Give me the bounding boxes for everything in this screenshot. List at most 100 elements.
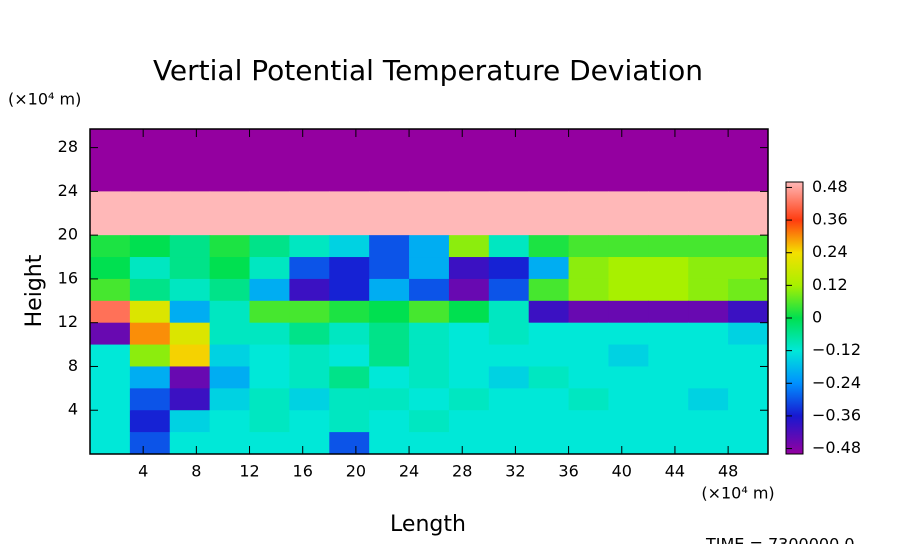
colorbar-tick-label: 0.36 [812, 210, 848, 229]
plot-frame [89, 128, 769, 455]
heatmap-cell [608, 235, 649, 258]
y-tick-label: 4 [68, 400, 78, 419]
heatmap-cell [129, 235, 171, 258]
heatmap-cell [728, 129, 768, 149]
heatmap-cell [209, 366, 251, 389]
heatmap-cell [369, 257, 410, 280]
heatmap-cell [329, 322, 370, 346]
heatmap-cell [728, 432, 768, 454]
heatmap-cell [289, 410, 330, 433]
colorbar-tick-label: −0.24 [812, 373, 861, 392]
heatmap-cell [249, 235, 291, 258]
heatmap-cell [90, 344, 131, 368]
heatmap-cell [448, 213, 490, 236]
heatmap-cell [129, 410, 171, 433]
heatmap-cell [169, 129, 211, 149]
x-tick-label: 8 [191, 462, 201, 481]
heatmap-cell [728, 191, 768, 214]
heatmap-cell [568, 322, 610, 346]
colorbar-tick-label: 0 [812, 308, 822, 327]
heatmap-cell [289, 366, 330, 389]
x-tick-label: 28 [452, 462, 472, 481]
heatmap-cell [448, 300, 490, 324]
heatmap-cell [568, 235, 610, 258]
heatmap-cell [568, 432, 610, 454]
heatmap-cell [369, 213, 410, 236]
heatmap-cell [608, 213, 649, 236]
x-tick-label: 20 [346, 462, 366, 481]
heatmap-cell [728, 366, 768, 389]
heatmap-cell [728, 344, 768, 368]
heatmap-cell [129, 213, 171, 236]
heatmap-cell [688, 147, 729, 171]
heatmap-cell [129, 257, 171, 280]
x-axis-label: Length [390, 512, 466, 537]
heatmap-cell [528, 322, 570, 346]
heatmap-cell [90, 300, 131, 324]
heatmap-cell [528, 169, 570, 192]
heatmap-cell [249, 432, 291, 454]
heatmap-cell [728, 300, 768, 324]
heatmap-cell [409, 344, 450, 368]
heatmap-cell [209, 169, 251, 192]
heatmap-cell [648, 213, 689, 236]
colorbar-tick-label: 0.24 [812, 242, 848, 261]
heatmap-cell [568, 278, 610, 302]
heatmap-cell [90, 432, 131, 454]
heatmap-cell [409, 147, 450, 171]
heatmap-cell [90, 366, 131, 389]
heatmap-cell [369, 322, 410, 346]
heatmap-cell [369, 432, 410, 454]
heatmap-cell [169, 322, 211, 346]
heatmap-cell [289, 169, 330, 192]
heatmap-cell [488, 366, 530, 389]
heatmap-cell [129, 344, 171, 368]
time-annotation: TIME = 7300000.0 [705, 535, 855, 544]
heatmap-cell [488, 147, 530, 171]
heatmap-cell [209, 129, 251, 149]
heatmap-cell [488, 410, 530, 433]
heatmap-cell [608, 344, 649, 368]
heatmap-cell [289, 191, 330, 214]
heatmap-cell [369, 366, 410, 389]
heatmap-cell [568, 191, 610, 214]
heatmap-cell [688, 410, 729, 433]
heatmap-cell [169, 410, 211, 433]
heatmap-cell [528, 257, 570, 280]
heatmap-cell [528, 129, 570, 149]
heatmap-cell [209, 410, 251, 433]
heatmap-cell [129, 366, 171, 389]
heatmap-cell [169, 169, 211, 192]
heatmap-cell [409, 213, 450, 236]
heatmap-cell [129, 191, 171, 214]
heatmap-cell [448, 257, 490, 280]
heatmap-cell [688, 213, 729, 236]
x-tick-label: 44 [665, 462, 685, 481]
heatmap-cell [369, 129, 410, 149]
heatmap-cell [369, 147, 410, 171]
y-tick-label: 20 [58, 225, 78, 244]
x-tick-label: 16 [293, 462, 313, 481]
heatmap-cell [129, 147, 171, 171]
heatmap-cell [728, 410, 768, 433]
heatmap-cell [688, 191, 729, 214]
heatmap-cell [448, 129, 490, 149]
heatmap-cell [90, 213, 131, 236]
heatmap-cell [528, 213, 570, 236]
heatmap-cell [329, 344, 370, 368]
y-axis-label: Height [22, 254, 47, 327]
heatmap-cell [329, 366, 370, 389]
heatmap-cell [728, 169, 768, 192]
heatmap-cell [528, 344, 570, 368]
heatmap-cell [488, 432, 530, 454]
heatmap-cell [648, 300, 689, 324]
heatmap-cell [648, 410, 689, 433]
heatmap-cell [329, 147, 370, 171]
heatmap-cell [688, 344, 729, 368]
heatmap-cell [209, 278, 251, 302]
heatmap-cell [369, 235, 410, 258]
x-tick-label: 32 [505, 462, 525, 481]
heatmap-cell [329, 235, 370, 258]
heatmap-cell [488, 322, 530, 346]
heatmap-cell [249, 147, 291, 171]
